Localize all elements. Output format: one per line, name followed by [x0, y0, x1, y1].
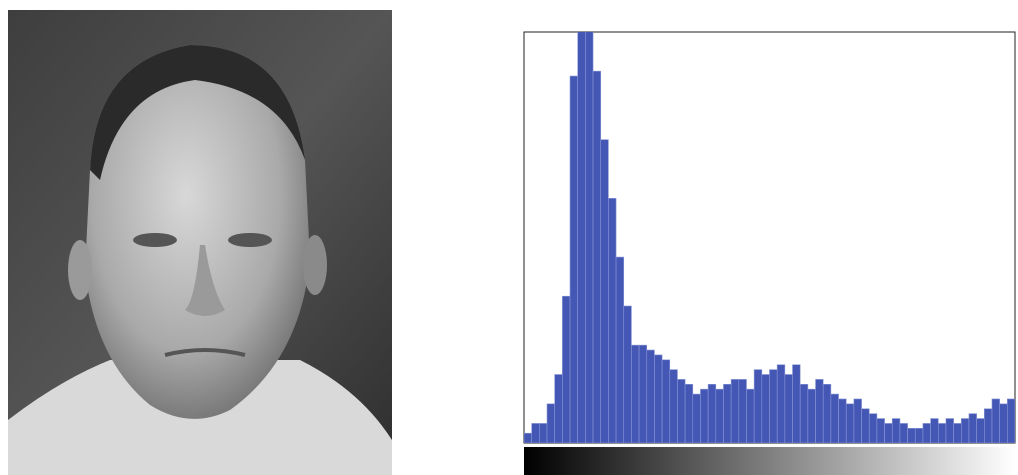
bar — [845, 403, 855, 443]
bar — [646, 349, 655, 443]
bar — [914, 428, 924, 443]
bar — [976, 418, 985, 443]
bar — [692, 393, 701, 443]
bar — [960, 418, 970, 443]
bar — [822, 383, 832, 443]
bar — [838, 398, 847, 443]
bar — [853, 398, 862, 443]
bar — [631, 344, 640, 443]
bars — [524, 32, 1015, 443]
bar — [861, 408, 870, 443]
photo — [8, 10, 392, 475]
bar — [677, 379, 686, 443]
bar — [953, 423, 962, 443]
bar — [769, 369, 778, 443]
bar — [891, 418, 901, 443]
bar — [945, 418, 954, 443]
bar — [776, 364, 786, 443]
bar — [539, 423, 548, 443]
bar — [623, 305, 632, 443]
bar — [592, 70, 602, 443]
bar — [784, 374, 793, 443]
bar — [715, 388, 724, 443]
bar — [684, 383, 694, 443]
bar — [723, 383, 732, 443]
bar — [930, 418, 939, 443]
bar — [884, 423, 893, 443]
bar — [746, 388, 755, 443]
bar — [654, 354, 663, 443]
bar — [546, 403, 555, 443]
bar — [700, 388, 709, 443]
bar — [876, 418, 885, 443]
bar — [753, 369, 763, 443]
bar — [799, 383, 809, 443]
bar — [669, 369, 678, 443]
bar — [830, 393, 839, 443]
bar — [999, 403, 1008, 443]
bar — [569, 75, 579, 443]
bar — [577, 32, 586, 443]
bar — [661, 359, 671, 443]
bar — [922, 423, 931, 443]
bar — [562, 295, 571, 443]
bar — [1007, 398, 1015, 443]
colorbar — [524, 447, 1015, 475]
bar — [707, 383, 717, 443]
bar — [738, 379, 747, 443]
bar — [984, 408, 993, 443]
bar — [868, 413, 878, 443]
bar — [730, 379, 740, 443]
bar — [600, 139, 609, 443]
bar — [585, 32, 594, 443]
bar — [761, 374, 770, 443]
bar — [907, 428, 916, 443]
bar — [531, 423, 540, 443]
bar — [792, 364, 801, 443]
bar — [554, 374, 563, 443]
bar — [524, 432, 532, 443]
bar — [615, 256, 625, 443]
bar — [807, 388, 816, 443]
bar — [608, 198, 617, 443]
bar — [899, 423, 908, 443]
bar — [937, 423, 947, 443]
bar — [815, 379, 824, 443]
bar — [638, 344, 648, 443]
bar — [991, 398, 1000, 443]
bar — [968, 413, 977, 443]
